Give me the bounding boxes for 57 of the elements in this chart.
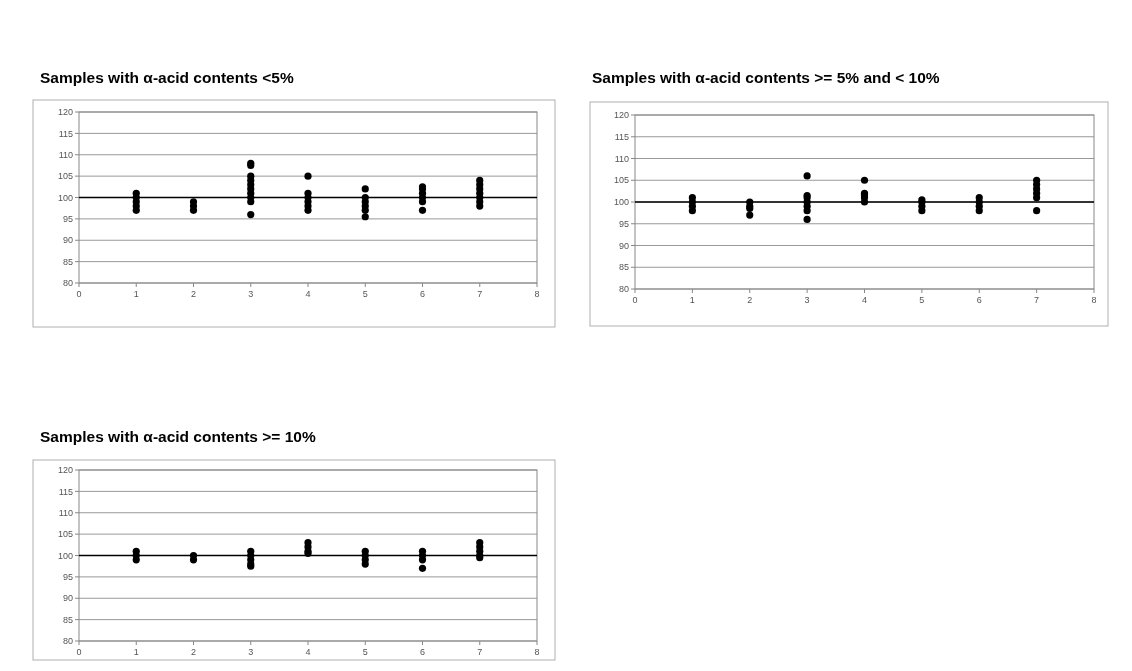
- chart-title: Samples with α-acid contents >= 10%: [40, 428, 316, 445]
- x-tick-label: 0: [76, 647, 82, 657]
- x-tick-label: 5: [362, 647, 368, 657]
- y-tick-label: 80: [62, 636, 73, 647]
- y-tick-label: 95: [62, 214, 73, 225]
- x-tick-label: 1: [133, 647, 139, 657]
- x-tick-label: 3: [804, 295, 810, 305]
- x-tick-label: 8: [534, 289, 540, 299]
- x-tick-label: 3: [248, 647, 254, 657]
- y-tick-label: 85: [62, 614, 73, 625]
- y-tick-label: 90: [62, 593, 73, 604]
- y-tick-label: 105: [57, 171, 73, 182]
- x-tick-label: 8: [1091, 295, 1097, 305]
- y-tick-label: 80: [62, 278, 73, 289]
- y-tick-label: 110: [614, 153, 629, 164]
- chart-title: Samples with α-acid contents <5%: [40, 69, 294, 86]
- x-tick-label: 8: [534, 647, 540, 657]
- y-tick-label: 90: [62, 235, 73, 246]
- y-tick-label: 100: [613, 197, 629, 208]
- y-tick-label: 110: [58, 149, 73, 160]
- y-tick-label: 80: [618, 284, 629, 295]
- y-tick-label: 115: [58, 128, 73, 139]
- x-tick-label: 2: [747, 295, 753, 305]
- y-tick-label: 110: [58, 507, 73, 518]
- y-tick-label: 120: [57, 465, 73, 476]
- y-tick-label: 100: [57, 550, 73, 561]
- x-tick-label: 5: [362, 289, 368, 299]
- x-tick-label: 2: [190, 289, 197, 299]
- x-tick-label: 1: [133, 289, 139, 299]
- y-tick-label: 105: [613, 175, 629, 186]
- chart-title: Samples with α-acid contents >= 5% and < 10%: [592, 69, 940, 86]
- x-tick-label: 6: [976, 295, 982, 305]
- y-tick-label: 85: [62, 256, 73, 267]
- y-tick-label: 120: [613, 110, 629, 121]
- y-tick-label: 95: [62, 572, 73, 583]
- y-tick-label: 115: [614, 131, 629, 142]
- y-tick-label: 95: [618, 218, 629, 229]
- x-tick-label: 4: [305, 647, 311, 657]
- x-tick-label: 0: [76, 289, 82, 299]
- y-tick-label: 115: [58, 486, 73, 497]
- y-tick-label: 90: [618, 240, 629, 251]
- y-tick-label: 105: [57, 529, 73, 540]
- x-tick-label: 6: [419, 647, 426, 657]
- x-tick-label: 7: [477, 289, 483, 299]
- y-tick-label: 100: [57, 192, 73, 203]
- x-tick-label: 4: [861, 295, 868, 305]
- x-tick-label: 3: [248, 289, 254, 299]
- x-tick-label: 7: [477, 647, 483, 657]
- x-tick-label: 2: [190, 647, 197, 657]
- x-tick-label: 7: [1034, 295, 1040, 305]
- x-tick-label: 4: [305, 289, 311, 299]
- x-tick-label: 0: [632, 295, 638, 305]
- y-tick-label: 120: [57, 107, 73, 118]
- x-tick-label: 1: [689, 295, 695, 305]
- x-tick-label: 6: [419, 289, 426, 299]
- x-tick-label: 5: [919, 295, 925, 305]
- y-tick-label: 85: [618, 262, 629, 273]
